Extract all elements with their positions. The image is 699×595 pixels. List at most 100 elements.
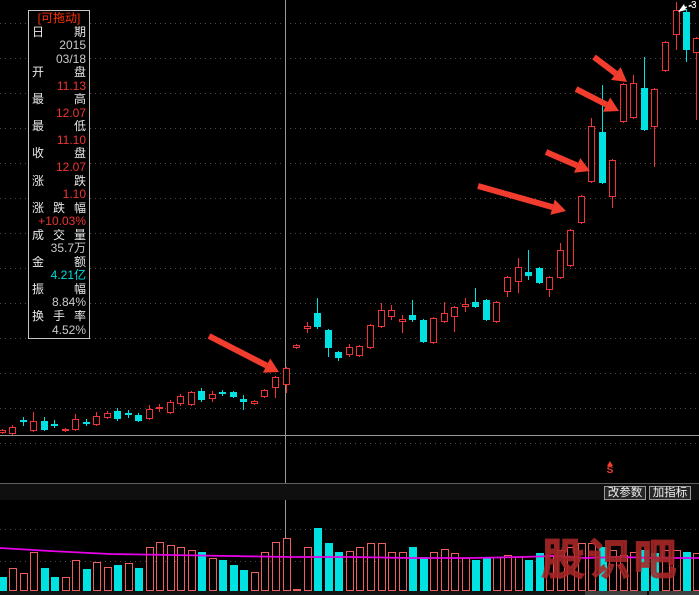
- volume-bar: [683, 552, 691, 591]
- volume-bar: [304, 547, 312, 591]
- candle: [525, 272, 532, 276]
- candle: [135, 415, 142, 421]
- volume-bar: [72, 560, 80, 591]
- volume-bar: [198, 552, 206, 591]
- toolbar: 改参数 加指标: [0, 483, 699, 500]
- scrollbar-thumb[interactable]: [585, 591, 699, 595]
- volume-bar: [599, 547, 607, 591]
- candle: [472, 302, 479, 307]
- candle: [209, 394, 216, 399]
- volume-bar: [125, 563, 133, 591]
- volume-bar: [409, 547, 417, 591]
- candle: [399, 319, 406, 322]
- candle: [114, 411, 121, 419]
- candle: [83, 422, 90, 424]
- candle-wick: [412, 300, 413, 322]
- candle: [314, 313, 321, 327]
- panel-field-value: +10.03%: [38, 215, 86, 229]
- candle: [62, 429, 69, 431]
- candle: [693, 38, 699, 53]
- panel-field-label: 涨 跌: [32, 174, 86, 188]
- volume-bar: [504, 555, 512, 591]
- candle: [673, 10, 680, 35]
- volume-bar: [335, 552, 343, 591]
- candle: [388, 310, 395, 317]
- gridline: [0, 128, 699, 129]
- gridline: [0, 338, 699, 339]
- volume-bar: [483, 557, 491, 591]
- candle: [683, 12, 690, 50]
- candle: [325, 330, 332, 348]
- volume-bar: [430, 552, 438, 591]
- volume-bar: [399, 552, 407, 591]
- candle: [557, 250, 564, 278]
- crosshair-vertical: [285, 0, 286, 591]
- sell-signal-marker: S: [602, 461, 618, 476]
- volume-bar: [367, 543, 375, 591]
- volume-bar: [251, 572, 259, 591]
- volume-bar: [525, 560, 533, 591]
- panel-field-value: 11.13: [56, 79, 86, 93]
- candle: [662, 42, 669, 71]
- volume-bar: [314, 528, 322, 591]
- candle: [261, 390, 268, 397]
- volume-bar: [441, 549, 449, 591]
- candle: [304, 326, 311, 329]
- candle: [251, 401, 258, 404]
- gridline: [0, 233, 699, 234]
- volume-bar: [462, 558, 470, 591]
- volume-bar: [30, 552, 38, 591]
- candle: [462, 304, 469, 307]
- panel-field-label: 日 期: [32, 25, 86, 39]
- candle: [567, 230, 574, 266]
- panel-field-value: 12.07: [55, 106, 86, 120]
- panel-field-label: 振 幅: [32, 282, 86, 296]
- candle: [30, 421, 37, 431]
- volume-bar: [219, 560, 227, 591]
- candle: [356, 346, 363, 356]
- candle: [515, 267, 522, 282]
- candle: [146, 409, 153, 419]
- gridline: [0, 373, 699, 374]
- panel-field-value: 11.10: [56, 133, 86, 147]
- add-indicator-button[interactable]: 加指标: [649, 486, 691, 500]
- candle: [346, 347, 353, 355]
- gridline: [0, 529, 699, 530]
- volume-bar: [83, 569, 91, 591]
- volume-bar: [641, 550, 649, 591]
- candle: [504, 277, 511, 292]
- volume-bar: [114, 565, 122, 591]
- candle: [493, 302, 500, 322]
- volume-bar: [693, 553, 699, 591]
- gridline: [0, 163, 699, 164]
- candle: [599, 132, 606, 183]
- change-parameters-button[interactable]: 改参数: [604, 486, 646, 500]
- gridline: [0, 198, 699, 199]
- panel-field-value: 8.84%: [51, 296, 86, 310]
- candle: [219, 392, 226, 394]
- candle: [588, 126, 595, 182]
- crosshair-horizontal: [0, 435, 699, 436]
- candle: [536, 268, 543, 283]
- volume-bar: [51, 577, 59, 591]
- gridline: [0, 408, 699, 409]
- volume-bar: [62, 577, 70, 591]
- volume-bar: [167, 545, 175, 591]
- candle: [546, 277, 553, 290]
- candle: [293, 345, 300, 348]
- quote-info-panel[interactable]: [可拖动] 日 期 2015 03/18 开 盘 11.13 最 高 12.07 最 低 11.1…: [28, 10, 90, 339]
- candle: [367, 325, 374, 348]
- panel-field-label: 成交量: [32, 228, 86, 242]
- scrollbar-notch: [647, 591, 649, 595]
- volume-bar: [356, 547, 364, 591]
- panel-field-value: 2015: [59, 39, 86, 53]
- candle: [609, 160, 616, 197]
- volume-bar: [177, 547, 185, 591]
- scrollbar-track[interactable]: [0, 591, 699, 595]
- corner-annotation-label: 3: [691, 0, 697, 11]
- volume-bar: [293, 589, 301, 591]
- gridline: [0, 443, 699, 444]
